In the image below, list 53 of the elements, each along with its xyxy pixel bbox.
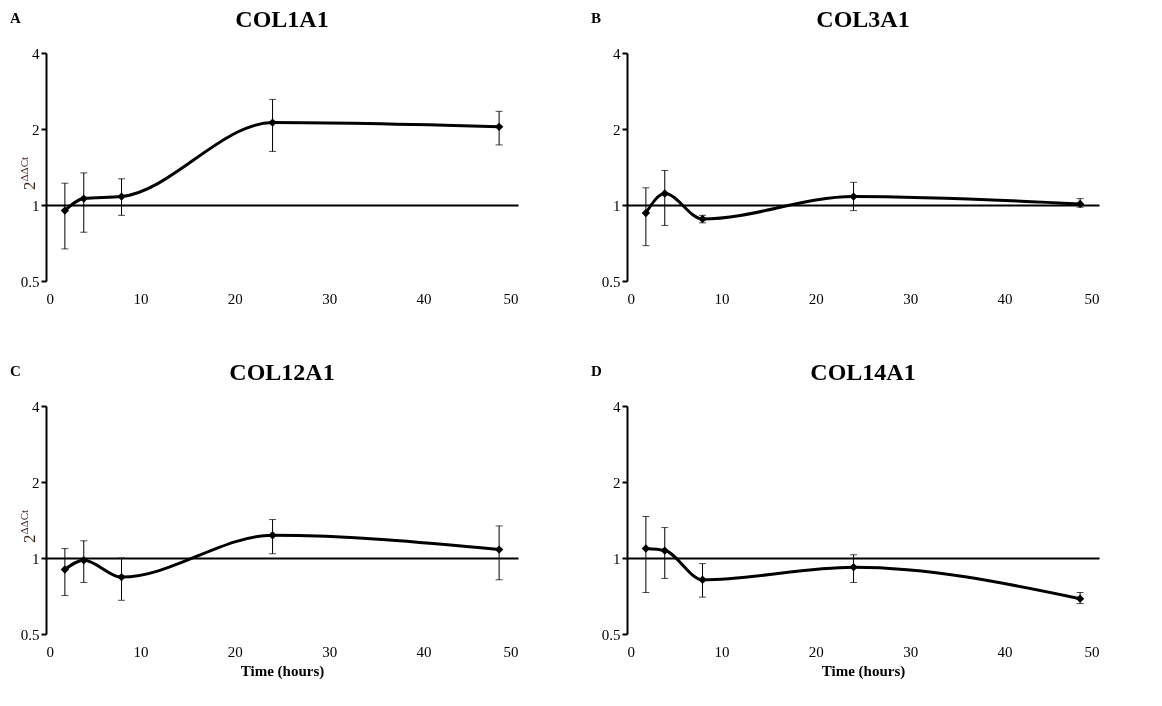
- point: [849, 192, 858, 201]
- x-tick-label: 50: [1084, 643, 1100, 660]
- x-tick-label: 50: [503, 290, 519, 307]
- y-tick-label: 1: [613, 197, 621, 214]
- y-tick-label: 2: [32, 474, 40, 491]
- x-tick-label: 0: [46, 290, 54, 307]
- y-tick-label: 4: [32, 398, 40, 415]
- chart-title: COL12A1: [229, 359, 335, 385]
- x-tick-label: 30: [903, 643, 919, 660]
- x-tick-label: 10: [133, 290, 149, 307]
- point: [117, 192, 126, 201]
- y-tick-label: 0.5: [601, 626, 621, 643]
- y-tick-label: 1: [613, 550, 621, 567]
- x-tick-label: 10: [714, 643, 730, 660]
- y-tick-label: 0.5: [601, 273, 621, 290]
- chart-title: COL3A1: [816, 6, 910, 32]
- chart-title: COL1A1: [235, 6, 329, 32]
- y-tick-label: 4: [32, 45, 40, 62]
- x-tick-label: 40: [997, 643, 1013, 660]
- x-tick-label: 20: [808, 643, 824, 660]
- text: B: [591, 10, 602, 27]
- x-tick-label: 40: [997, 290, 1013, 307]
- x-tick-label: 50: [503, 643, 519, 660]
- y-tick-label: 1: [32, 197, 40, 214]
- x-tick-label: 10: [133, 643, 149, 660]
- y-tick-label: 1: [32, 550, 40, 567]
- y-tick-label: 0.5: [20, 626, 40, 643]
- text: C: [10, 363, 21, 380]
- x-tick-label: 30: [322, 643, 338, 660]
- x-tick-label: 20: [808, 290, 824, 307]
- x-axis-title: Time (hours): [821, 662, 906, 680]
- x-tick-label: 30: [903, 290, 919, 307]
- x-tick-label: 20: [227, 290, 243, 307]
- x-axis-title: Time (hours): [240, 662, 325, 680]
- x-tick-label: 30: [322, 290, 338, 307]
- y-tick-label: 0.5: [20, 273, 40, 290]
- x-tick-label: 50: [1084, 290, 1100, 307]
- x-tick-label: 0: [46, 643, 54, 660]
- text: A: [10, 10, 21, 27]
- y-tick-label: 2: [613, 121, 621, 138]
- y-tick-label: 4: [613, 398, 621, 415]
- x-tick-label: 40: [416, 290, 432, 307]
- x-tick-label: 10: [714, 290, 730, 307]
- x-tick-label: 0: [627, 290, 635, 307]
- point: [268, 118, 277, 127]
- x-tick-label: 20: [227, 643, 243, 660]
- y-tick-label: 2: [613, 474, 621, 491]
- text: D: [591, 363, 602, 380]
- chart-title: COL14A1: [810, 359, 916, 385]
- y-tick-label: 2: [32, 121, 40, 138]
- y-tick-label: 4: [613, 45, 621, 62]
- x-tick-label: 0: [627, 643, 635, 660]
- x-tick-label: 40: [416, 643, 432, 660]
